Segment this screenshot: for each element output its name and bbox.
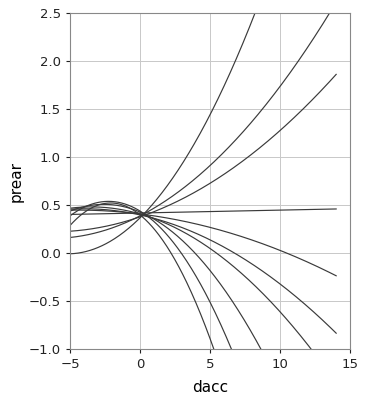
X-axis label: dacc: dacc xyxy=(192,380,228,395)
Y-axis label: prear: prear xyxy=(8,161,23,202)
